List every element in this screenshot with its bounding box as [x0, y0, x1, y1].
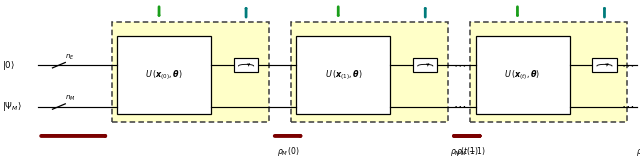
Text: $n_E$: $n_E$ [65, 52, 75, 62]
Text: $\rho_M\,(0)$: $\rho_M\,(0)$ [277, 145, 300, 158]
FancyBboxPatch shape [413, 58, 437, 72]
Text: $\boldsymbol{x_{(t)}}$: $\boldsymbol{x_{(t)}}$ [509, 0, 525, 3]
FancyBboxPatch shape [117, 36, 211, 114]
FancyBboxPatch shape [234, 58, 258, 72]
FancyBboxPatch shape [470, 22, 627, 122]
Text: $\cdots$: $\cdots$ [621, 58, 634, 71]
Text: $U\,(\boldsymbol{x}_{(1)},\boldsymbol{\theta})$: $U\,(\boldsymbol{x}_{(1)},\boldsymbol{\t… [324, 68, 362, 82]
Text: $\rho_M\,(t)$: $\rho_M\,(t)$ [636, 145, 640, 158]
FancyBboxPatch shape [296, 36, 390, 114]
Text: $\bar{\boldsymbol{y}}_{(0)}$: $\bar{\boldsymbol{y}}_{(0)}$ [237, 0, 255, 3]
Text: $\cdots$: $\cdots$ [621, 99, 634, 112]
FancyBboxPatch shape [291, 22, 448, 122]
Text: $U\,(\boldsymbol{x}_{(t)},\boldsymbol{\theta})$: $U\,(\boldsymbol{x}_{(t)},\boldsymbol{\t… [504, 68, 541, 82]
Text: $n_M$: $n_M$ [65, 94, 76, 103]
FancyBboxPatch shape [592, 58, 616, 72]
Text: $\cdots$: $\cdots$ [452, 99, 466, 112]
Text: $\boldsymbol{x_{(1)}}$: $\boldsymbol{x_{(1)}}$ [330, 0, 347, 3]
FancyBboxPatch shape [476, 36, 570, 114]
FancyBboxPatch shape [112, 22, 269, 122]
Text: $|\Psi_M\rangle$: $|\Psi_M\rangle$ [2, 100, 22, 113]
Text: $\cdots$: $\cdots$ [452, 58, 466, 71]
Text: $|0\rangle$: $|0\rangle$ [2, 59, 15, 72]
Text: $U\,(\boldsymbol{x}_{(0)},\boldsymbol{\theta})$: $U\,(\boldsymbol{x}_{(0)},\boldsymbol{\t… [145, 68, 183, 82]
Text: $\rho_M\,(1)$: $\rho_M\,(1)$ [456, 145, 479, 158]
Text: $\bar{\boldsymbol{y}}_{(t)}$: $\bar{\boldsymbol{y}}_{(t)}$ [596, 0, 612, 3]
Text: $\rho_M\,(t-1)$: $\rho_M\,(t-1)$ [450, 145, 486, 158]
Text: $\boldsymbol{x_{(0)}}$: $\boldsymbol{x_{(0)}}$ [150, 0, 168, 3]
Text: $\bar{\boldsymbol{y}}_{(1)}$: $\bar{\boldsymbol{y}}_{(1)}$ [417, 0, 434, 3]
